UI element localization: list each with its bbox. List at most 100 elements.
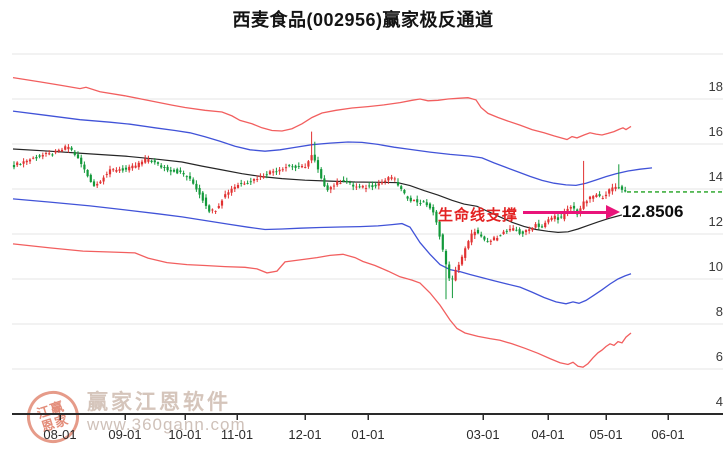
candle-body — [339, 183, 342, 184]
candle-body — [544, 222, 547, 227]
candle-body — [582, 201, 585, 209]
candle-body — [163, 167, 166, 168]
x-axis-label: 05-01 — [589, 427, 622, 442]
candle-body — [41, 155, 44, 157]
annotation-arrowhead-icon — [606, 205, 620, 219]
candle-body — [480, 234, 483, 237]
lifeline-support-label: 生命线支撑 — [438, 207, 519, 224]
candle-body — [176, 169, 179, 174]
candle-body — [486, 241, 489, 243]
x-axis-label: 11-01 — [221, 427, 253, 442]
candle-body — [390, 177, 393, 179]
candle-body — [67, 146, 70, 150]
candle-body — [134, 165, 137, 168]
candle-body — [464, 248, 467, 258]
candle-body — [348, 182, 352, 183]
channel-lines — [12, 76, 724, 368]
candle-body — [592, 196, 595, 199]
candle-body — [521, 231, 524, 234]
candle-body — [617, 187, 620, 189]
candle-body — [313, 154, 316, 161]
candle-body — [454, 269, 457, 281]
candle-body — [99, 181, 102, 184]
x-axis-label: 03-01 — [466, 427, 499, 442]
candle-body — [368, 185, 371, 187]
candle-body — [435, 211, 438, 223]
candle-body — [278, 169, 281, 172]
candle-body — [112, 169, 115, 171]
candle-body — [198, 188, 201, 195]
candle-body — [345, 180, 348, 182]
candle-body — [604, 194, 608, 197]
candle-body — [547, 219, 550, 223]
y-axis-label: 16 — [709, 124, 723, 139]
candle-body — [160, 165, 163, 168]
candle-body — [614, 186, 617, 189]
candle-body — [124, 167, 128, 170]
candle-body — [204, 197, 208, 206]
candle-body — [403, 190, 406, 194]
candle-body — [19, 164, 22, 165]
x-axis-label: 01-01 — [351, 427, 384, 442]
candle-body — [467, 241, 470, 249]
candle-body — [32, 157, 35, 159]
y-axis-label: 14 — [709, 169, 723, 184]
candle-body — [422, 201, 425, 203]
candle-body — [44, 153, 48, 154]
x-axis-label: 08-01 — [43, 427, 76, 442]
candle-body — [291, 166, 294, 168]
candle-body — [268, 171, 272, 175]
candle-body — [208, 205, 211, 212]
candle-body — [342, 180, 345, 182]
candle-body — [406, 196, 409, 199]
candle-body — [80, 157, 83, 164]
candle-body — [246, 183, 249, 184]
candle-body — [214, 211, 217, 212]
candle-body — [492, 237, 496, 241]
candle-body — [476, 229, 480, 234]
candle-body — [288, 165, 291, 167]
candle-body — [608, 189, 611, 194]
x-axis — [12, 413, 723, 420]
candle-body — [236, 185, 240, 188]
candle-body — [118, 169, 121, 171]
candle-body — [473, 231, 476, 236]
candle-body — [265, 174, 268, 176]
candle-body — [364, 188, 368, 189]
candle-body — [611, 187, 614, 192]
candle-body — [28, 159, 32, 162]
candle-body — [489, 240, 492, 242]
y-axis-label: 8 — [716, 304, 723, 319]
candle-body — [169, 170, 172, 172]
series-极反通道外轨下 — [12, 243, 632, 368]
candle-body — [300, 165, 304, 168]
candle-body — [25, 160, 28, 163]
candle-body — [460, 256, 464, 265]
candle-body — [70, 147, 73, 150]
candle-body — [105, 174, 108, 175]
candle-body — [518, 229, 521, 234]
candle-body — [336, 181, 339, 185]
candle-body — [89, 174, 92, 182]
chart-title: 西麦食品(002956)赢家极反通道 — [232, 10, 494, 30]
candle-body — [259, 175, 262, 178]
y-axis-label: 6 — [716, 349, 723, 364]
y-axis-labels: 18 16 14 12 10 8 6 4 — [709, 79, 723, 409]
candle-body — [307, 161, 310, 167]
candle-body — [448, 264, 451, 279]
candle-body — [425, 202, 428, 206]
candle-body — [150, 160, 153, 162]
x-axis-label: 09-01 — [108, 427, 141, 442]
candle-body — [12, 165, 16, 168]
candle-body — [377, 183, 380, 186]
candle-body — [217, 206, 220, 208]
candle-body — [585, 201, 588, 204]
candle-body — [380, 182, 384, 184]
series-极反通道外轨上 — [12, 76, 632, 141]
candle-body — [57, 149, 60, 152]
candle-body — [512, 228, 515, 231]
candle-body — [451, 278, 454, 280]
candle-body — [147, 159, 150, 162]
